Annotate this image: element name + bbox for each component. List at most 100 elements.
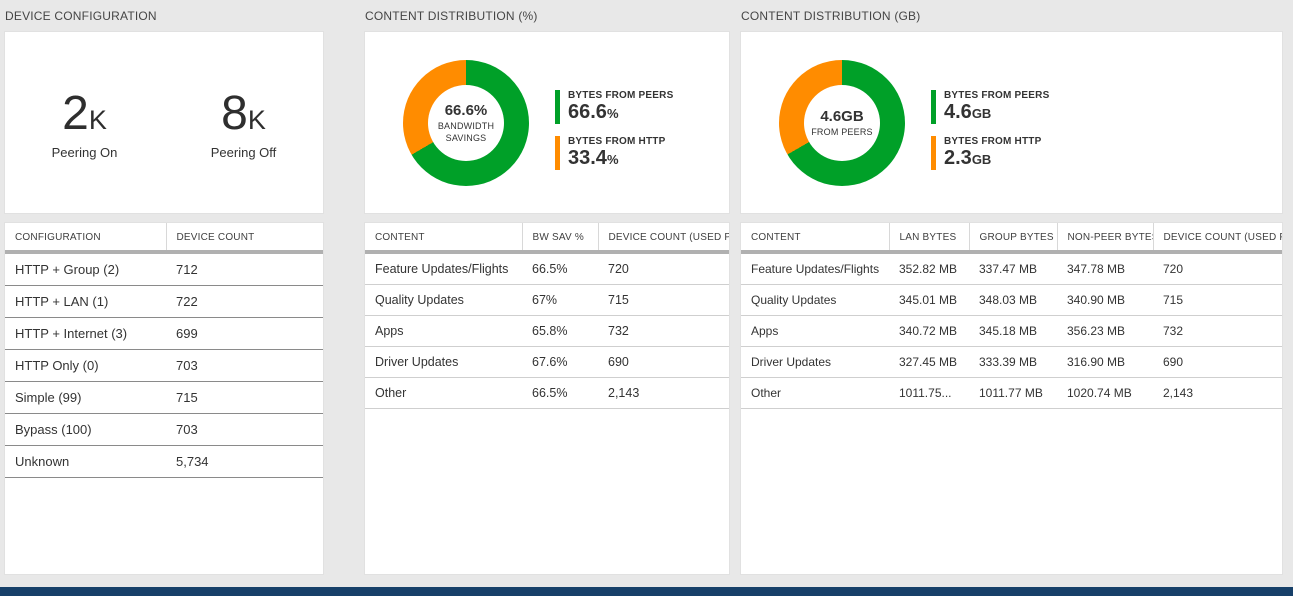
table-cell: 699 xyxy=(166,317,323,350)
table-row[interactable]: Other 66.5% 2,143 xyxy=(365,377,729,409)
column-header: NON-PEER BYTES xyxy=(1056,223,1153,254)
table-cell: 703 xyxy=(166,413,323,446)
legend-item-bytes-from-peers: BYTES FROM PEERS 66.6% xyxy=(555,90,673,124)
table-cell: 340.72 MB xyxy=(889,315,969,347)
panel-content-distribution-gb: CONTENT DISTRIBUTION (GB) 4.6GB FROM PEE… xyxy=(740,4,1283,575)
column-header: DEVICE COUNT (USED P2P) xyxy=(597,223,729,254)
table-cell: 66.5% xyxy=(522,252,598,285)
legend-label-http: BYTES FROM HTTP xyxy=(944,136,1042,147)
table-row[interactable]: Bypass (100) 703 xyxy=(5,413,323,446)
column-header: DEVICE COUNT (USED P2P) xyxy=(1152,223,1282,254)
column-header: DEVICE COUNT xyxy=(165,223,323,254)
bandwidth-savings-legend: BYTES FROM PEERS 66.6% BYTES FROM HTTP 3… xyxy=(555,90,673,186)
table-cell: 732 xyxy=(1153,315,1282,347)
table-row[interactable]: Apps 340.72 MB 345.18 MB 356.23 MB 732 xyxy=(741,315,1282,347)
donut-center: 4.6GB FROM PEERS xyxy=(804,85,880,161)
bytes-from-peers-legend: BYTES FROM PEERS 4.6GB BYTES FROM HTTP 2… xyxy=(931,90,1049,186)
legend-value-peers: 4.6GB xyxy=(944,101,992,123)
bytes-from-peers-chart-row: 4.6GB FROM PEERS BYTES FROM PEERS 4.6GB xyxy=(741,32,1282,186)
table-header-row: CONFIGURATION DEVICE COUNT xyxy=(5,223,323,254)
table-row[interactable]: Unknown 5,734 xyxy=(5,445,323,478)
table-cell: 356.23 MB xyxy=(1057,315,1153,347)
table-row[interactable]: HTTP + LAN (1) 722 xyxy=(5,285,323,318)
content-distribution-gb-table-body: Feature Updates/Flights 352.82 MB 337.47 M… xyxy=(741,252,1282,409)
table-row[interactable]: Feature Updates/Flights 66.5% 720 xyxy=(365,252,729,285)
table-cell: 347.78 MB xyxy=(1057,252,1153,285)
peering-summary-tile[interactable]: 2K Peering On 8K Peering Off xyxy=(4,31,324,214)
device-configuration-table-card: CONFIGURATION DEVICE COUNT HTTP + Group (… xyxy=(4,222,324,575)
table-cell: Bypass (100) xyxy=(5,413,166,446)
stat-peering-off: 8K Peering Off xyxy=(164,89,323,160)
legend-item-bytes-from-peers: BYTES FROM PEERS 4.6GB xyxy=(931,90,1049,124)
legend-item-bytes-from-http: BYTES FROM HTTP 33.4% xyxy=(555,136,673,170)
table-cell: Driver Updates xyxy=(741,346,889,378)
table-cell: 65.8% xyxy=(522,315,598,347)
table-row[interactable]: Quality Updates 67% 715 xyxy=(365,284,729,316)
table-cell: 715 xyxy=(166,381,323,414)
table-row[interactable]: Other 1011.75... 1011.77 MB 1020.74 MB 2,143 xyxy=(741,377,1282,409)
panel-title-content-distribution-pct: CONTENT DISTRIBUTION (%) xyxy=(365,9,538,23)
table-cell: 732 xyxy=(598,315,729,347)
table-cell: 722 xyxy=(166,285,323,318)
table-row[interactable]: Quality Updates 345.01 MB 348.03 MB 340.90 … xyxy=(741,284,1282,316)
table-cell: Quality Updates xyxy=(365,284,522,316)
table-cell: 345.18 MB xyxy=(969,315,1057,347)
table-cell: 345.01 MB xyxy=(889,284,969,316)
table-cell: 337.47 MB xyxy=(969,252,1057,285)
table-cell: 690 xyxy=(598,346,729,378)
panel-title-device-configuration: DEVICE CONFIGURATION xyxy=(5,9,157,23)
column-header: CONFIGURATION xyxy=(5,223,166,254)
panel-device-configuration: DEVICE CONFIGURATION 2K Peering On 8K Pe… xyxy=(4,4,324,575)
column-header: BW SAV % xyxy=(521,223,598,254)
bandwidth-savings-tile[interactable]: 66.6% BANDWIDTH SAVINGS BYTES FROM PEERS… xyxy=(364,31,730,214)
table-row[interactable]: Feature Updates/Flights 352.82 MB 337.47 M… xyxy=(741,252,1282,285)
table-row[interactable]: HTTP + Internet (3) 699 xyxy=(5,317,323,350)
table-cell: 316.90 MB xyxy=(1057,346,1153,378)
table-cell: 67% xyxy=(522,284,598,316)
table-cell: 327.45 MB xyxy=(889,346,969,378)
table-row[interactable]: Driver Updates 327.45 MB 333.39 MB 316.90 M… xyxy=(741,346,1282,378)
bandwidth-savings-donut-chart[interactable]: 66.6% BANDWIDTH SAVINGS xyxy=(403,60,529,186)
bytes-from-peers-donut-chart[interactable]: 4.6GB FROM PEERS xyxy=(779,60,905,186)
legend-label-peers: BYTES FROM PEERS xyxy=(944,90,1050,101)
table-cell: HTTP + LAN (1) xyxy=(5,285,166,318)
table-cell: 1020.74 MB xyxy=(1057,377,1153,409)
table-cell: 720 xyxy=(598,252,729,285)
table-cell: 352.82 MB xyxy=(889,252,969,285)
legend-label-peers: BYTES FROM PEERS xyxy=(568,90,674,101)
bandwidth-savings-chart-row: 66.6% BANDWIDTH SAVINGS BYTES FROM PEERS… xyxy=(365,32,729,186)
table-cell: 5,734 xyxy=(166,445,323,478)
legend-swatch-peers xyxy=(931,90,936,124)
table-cell: Other xyxy=(741,377,889,409)
legend-swatch-http xyxy=(931,136,936,170)
table-row[interactable]: Simple (99) 715 xyxy=(5,381,323,414)
donut-center-label: BANDWIDTH SAVINGS xyxy=(437,120,495,143)
table-cell: 703 xyxy=(166,349,323,382)
table-row[interactable]: HTTP + Group (2) 712 xyxy=(5,252,323,286)
column-header: GROUP BYTES xyxy=(968,223,1057,254)
table-cell: 66.5% xyxy=(522,377,598,409)
column-header: CONTENT xyxy=(365,223,522,254)
table-cell: 720 xyxy=(1153,252,1282,285)
column-header: CONTENT xyxy=(741,223,889,254)
legend-swatch-peers xyxy=(555,90,560,124)
donut-center-label: FROM PEERS xyxy=(811,126,873,137)
table-cell: 2,143 xyxy=(598,377,729,409)
stat-peering-on-label: Peering On xyxy=(51,144,118,160)
table-cell: Simple (99) xyxy=(5,381,166,414)
table-cell: 1011.75... xyxy=(889,377,969,409)
table-row[interactable]: Apps 65.8% 732 xyxy=(365,315,729,347)
table-cell: Other xyxy=(365,377,522,409)
table-cell: Apps xyxy=(365,315,522,347)
table-cell: 715 xyxy=(598,284,729,316)
table-cell: Apps xyxy=(741,315,889,347)
table-cell: Unknown xyxy=(5,445,166,478)
content-distribution-gb-table: CONTENT LAN BYTES GROUP BYTES NON-PEER BYTE… xyxy=(741,223,1282,409)
stat-peering-on-value: 2K xyxy=(62,86,107,140)
footer-bar xyxy=(0,587,1293,596)
bytes-from-peers-tile[interactable]: 4.6GB FROM PEERS BYTES FROM PEERS 4.6GB xyxy=(740,31,1283,214)
table-row[interactable]: Driver Updates 67.6% 690 xyxy=(365,346,729,378)
stat-peering-on: 2K Peering On xyxy=(5,86,164,160)
table-row[interactable]: HTTP Only (0) 703 xyxy=(5,349,323,382)
